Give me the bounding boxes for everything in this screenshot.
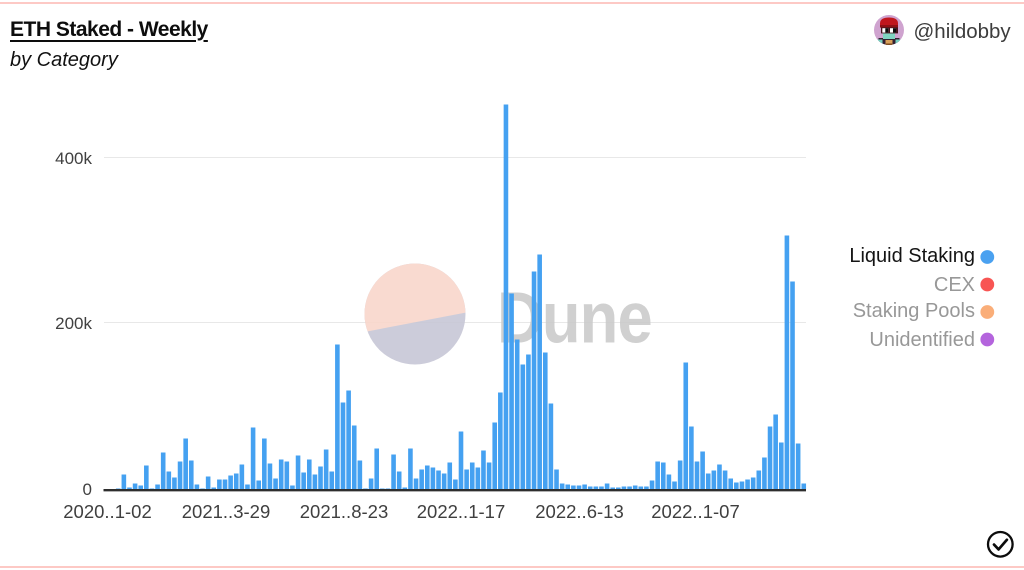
svg-text:Dune: Dune — [497, 279, 652, 359]
